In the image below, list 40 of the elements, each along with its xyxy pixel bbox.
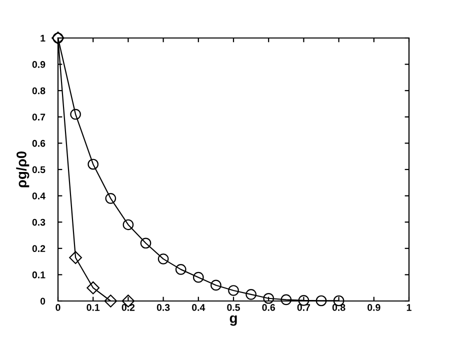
x-tick-label: 0.4: [192, 304, 206, 311]
y-axis-title: ρg/ρ0: [16, 151, 30, 188]
point: [316, 295, 327, 306]
y-tick-label: 0.1: [32, 271, 46, 278]
y-tick-label: 0.4: [32, 192, 46, 200]
point: [210, 280, 222, 291]
x-tick-label: 0.3: [156, 304, 170, 311]
x-tick-label: 0.6: [262, 304, 276, 311]
point: [140, 238, 152, 249]
point: [228, 285, 239, 296]
x-tick-label: 0.7: [297, 304, 310, 311]
point: [86, 281, 100, 294]
y-tick-label: 0.8: [32, 87, 46, 94]
y-tick-label: 0.9: [32, 61, 46, 68]
y-tick-label: 1: [40, 34, 46, 42]
point: [192, 272, 204, 283]
x-tick-label: 0.5: [227, 304, 240, 311]
y-tick-label: 0: [40, 298, 46, 305]
point: [280, 294, 292, 306]
y-tick-label: 0.2: [32, 245, 46, 252]
point: [263, 292, 274, 304]
point: [104, 294, 118, 308]
x-tick-label: 0: [56, 304, 60, 311]
x-tick-label: 0.1: [86, 304, 100, 311]
y-tick-label: 0.6: [32, 140, 46, 147]
point: [69, 251, 82, 264]
point: [246, 289, 256, 300]
point: [175, 264, 186, 275]
y-tick-label: 0.7: [32, 114, 46, 121]
point: [70, 108, 81, 120]
point: [105, 193, 116, 204]
x-axis-title: g: [230, 315, 237, 326]
point: [158, 254, 169, 264]
point: [122, 219, 134, 230]
x-tick-label: 1: [406, 304, 412, 311]
x-tick-label: 0.9: [368, 304, 380, 311]
point: [88, 158, 99, 170]
x-tick-label: 0.2: [122, 304, 135, 311]
y-tick-label: 0.5: [32, 166, 46, 174]
y-tick-label: 0.3: [32, 218, 46, 226]
